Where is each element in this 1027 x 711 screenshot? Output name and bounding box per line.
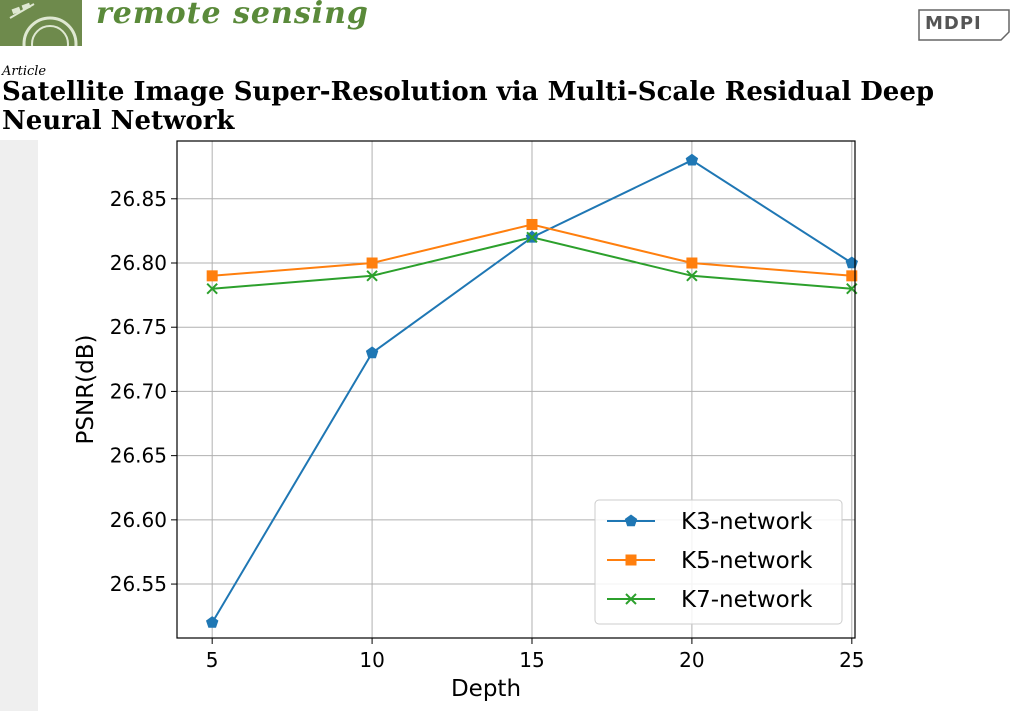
y-tick-label: 26.80 — [110, 251, 167, 275]
y-tick-label: 26.75 — [110, 315, 167, 339]
x-tick-label: 10 — [359, 648, 384, 672]
legend-label: K7-network — [681, 587, 813, 613]
plot-frame — [176, 140, 856, 639]
y-axis-label: PSNR(dB) — [73, 335, 99, 445]
legend-marker — [625, 593, 637, 605]
side-margin — [0, 140, 38, 711]
data-point-k5-network — [846, 270, 858, 282]
article-title: Satellite Image Super-Resolution via Mul… — [2, 77, 935, 136]
data-point-k7-network — [366, 270, 378, 282]
legend-label: K3-network — [681, 509, 813, 535]
y-tick-label: 26.70 — [110, 379, 167, 403]
legend-marker — [624, 514, 638, 527]
article-type: Article — [2, 64, 47, 79]
legend-label: K5-network — [681, 548, 813, 574]
data-point-k5-network — [366, 257, 378, 269]
publisher-logo: MDPI — [915, 6, 1013, 42]
data-point-k3-network — [685, 153, 699, 166]
publisher-name: MDPI — [925, 13, 982, 34]
journal-logo — [0, 0, 82, 46]
x-tick-label: 15 — [519, 648, 544, 672]
data-point-k3-network — [845, 256, 858, 269]
data-point-k5-network — [526, 218, 538, 230]
x-axis-label: Depth — [451, 676, 521, 702]
x-tick-label: 25 — [839, 648, 864, 672]
data-point-k7-network — [526, 231, 538, 244]
data-point-k5-network — [206, 270, 218, 282]
legend-box — [594, 499, 843, 625]
legend-marker — [625, 554, 637, 566]
y-tick-label: 26.55 — [110, 572, 167, 596]
y-tick-label: 26.85 — [110, 187, 167, 211]
data-point-k3-network — [206, 616, 219, 628]
x-tick-label: 5 — [206, 648, 219, 672]
y-tick-label: 26.60 — [110, 508, 167, 532]
satellite-globe-icon — [9, 2, 78, 46]
publisher-logo-frame-icon — [918, 9, 1010, 41]
data-point-k7-network — [686, 270, 698, 282]
data-point-k3-network — [365, 346, 379, 359]
data-point-k5-network — [686, 257, 698, 269]
y-tick-label: 26.65 — [110, 444, 167, 468]
x-tick-label: 20 — [679, 648, 704, 672]
data-point-k7-network — [206, 282, 218, 295]
journal-name: remote sensing — [96, 0, 369, 31]
